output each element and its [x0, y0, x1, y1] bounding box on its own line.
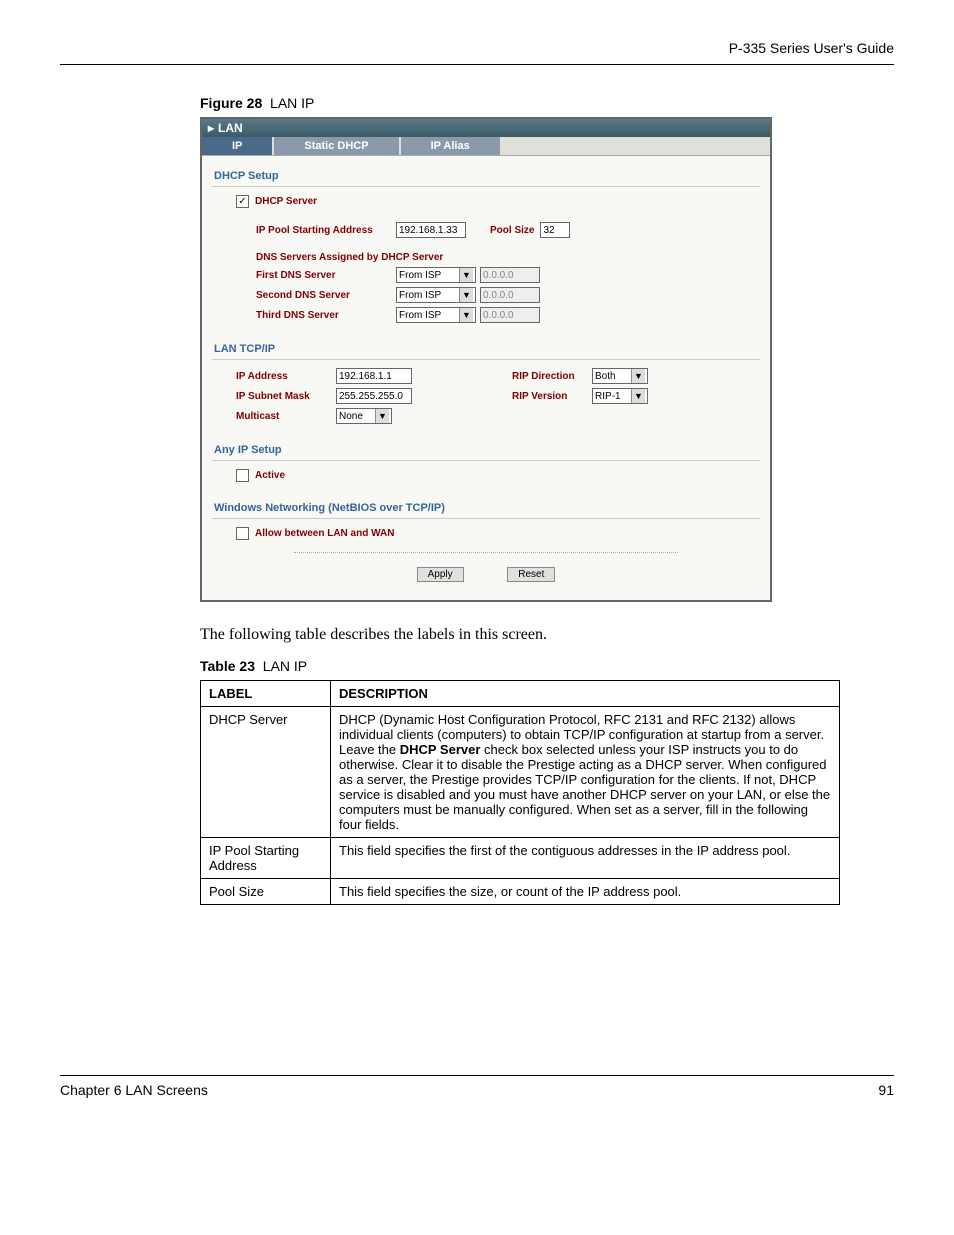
chevron-down-icon: ▼ — [459, 268, 473, 282]
tab-ip[interactable]: IP — [202, 137, 272, 155]
section-any-ip: Any IP Setup — [212, 440, 760, 461]
intro-prose: The following table describes the labels… — [200, 626, 894, 644]
checkbox-allow-lan-wan[interactable] — [236, 527, 249, 540]
apply-button[interactable]: Apply — [417, 567, 464, 582]
chevron-down-icon: ▼ — [375, 409, 389, 423]
tab-static-dhcp[interactable]: Static DHCP — [274, 137, 398, 155]
select-rip-direction[interactable]: Both▼ — [592, 368, 648, 384]
input-second-dns-value — [480, 287, 540, 303]
page-header: P-335 Series User's Guide — [60, 40, 894, 65]
label-pool-size: Pool Size — [490, 225, 534, 236]
checkbox-active[interactable] — [236, 469, 249, 482]
window-icon: ▸ — [208, 121, 214, 135]
buttons-row: Apply Reset — [212, 561, 760, 590]
row-ip-address: IP Address RIP Direction Both▼ — [212, 366, 760, 386]
label-multicast: Multicast — [236, 411, 336, 422]
input-ip-address[interactable] — [336, 368, 412, 384]
screenshot-frame: ▸ LAN IP Static DHCP IP Alias DHCP Setup… — [200, 117, 772, 602]
tabs-row: IP Static DHCP IP Alias — [202, 137, 770, 156]
row-active: Active — [212, 467, 760, 484]
cell-label: DHCP Server — [201, 707, 331, 838]
table-row: IP Pool Starting Address This field spec… — [201, 838, 840, 879]
row-second-dns: Second DNS Server From ISP▼ — [212, 285, 760, 305]
chevron-down-icon: ▼ — [631, 389, 645, 403]
cell-desc: DHCP (Dynamic Host Configuration Protoco… — [331, 707, 840, 838]
section-netbios: Windows Networking (NetBIOS over TCP/IP) — [212, 498, 760, 519]
th-label: LABEL — [201, 681, 331, 707]
description-table: LABEL DESCRIPTION DHCP Server DHCP (Dyna… — [200, 680, 840, 905]
input-pool-size[interactable] — [540, 222, 570, 238]
checkbox-dhcp-server[interactable]: ✓ — [236, 195, 249, 208]
table-title: LAN IP — [263, 658, 307, 674]
select-rip-version[interactable]: RIP-1▼ — [592, 388, 648, 404]
row-first-dns: First DNS Server From ISP▼ — [212, 265, 760, 285]
label-ip-pool: IP Pool Starting Address — [256, 225, 396, 236]
label-first-dns: First DNS Server — [256, 270, 396, 281]
row-multicast: Multicast None▼ — [212, 406, 760, 426]
label-allow-lan-wan: Allow between LAN and WAN — [255, 528, 394, 539]
label-subnet-mask: IP Subnet Mask — [236, 391, 336, 402]
label-ip-address: IP Address — [236, 371, 336, 382]
label-third-dns: Third DNS Server — [256, 310, 396, 321]
tab-ip-alias[interactable]: IP Alias — [401, 137, 500, 155]
label-rip-direction: RIP Direction — [512, 371, 592, 382]
figure-title: LAN IP — [270, 95, 314, 111]
window-title: LAN — [218, 121, 243, 135]
table-row: Pool Size This field specifies the size,… — [201, 879, 840, 905]
select-second-dns-source[interactable]: From ISP▼ — [396, 287, 476, 303]
row-dns-assigned: DNS Servers Assigned by DHCP Server — [212, 250, 760, 265]
table-caption: Table 23 LAN IP — [200, 658, 894, 674]
select-multicast[interactable]: None▼ — [336, 408, 392, 424]
cell-label: Pool Size — [201, 879, 331, 905]
label-dns-assigned: DNS Servers Assigned by DHCP Server — [256, 252, 443, 263]
input-third-dns-value — [480, 307, 540, 323]
footer-chapter: Chapter 6 LAN Screens — [60, 1082, 208, 1098]
chevron-down-icon: ▼ — [631, 369, 645, 383]
section-lan-tcpip: LAN TCP/IP — [212, 339, 760, 360]
cell-desc: This field specifies the size, or count … — [331, 879, 840, 905]
label-active: Active — [255, 470, 285, 481]
table-row: DHCP Server DHCP (Dynamic Host Configura… — [201, 707, 840, 838]
row-ip-pool: IP Pool Starting Address Pool Size — [212, 220, 760, 240]
label-second-dns: Second DNS Server — [256, 290, 396, 301]
panel: DHCP Setup ✓ DHCP Server IP Pool Startin… — [202, 156, 770, 600]
input-subnet-mask[interactable] — [336, 388, 412, 404]
chevron-down-icon: ▼ — [459, 308, 473, 322]
window-title-bar: ▸ LAN — [202, 119, 770, 137]
page-footer: Chapter 6 LAN Screens 91 — [60, 1075, 894, 1098]
select-first-dns-source[interactable]: From ISP▼ — [396, 267, 476, 283]
cell-desc: This field specifies the first of the co… — [331, 838, 840, 879]
row-subnet-mask: IP Subnet Mask RIP Version RIP-1▼ — [212, 386, 760, 406]
row-allow-lan-wan: Allow between LAN and WAN — [212, 525, 760, 542]
label-dhcp-server: DHCP Server — [255, 196, 317, 207]
section-dhcp-setup: DHCP Setup — [212, 166, 760, 187]
reset-button[interactable]: Reset — [507, 567, 555, 582]
guide-title: P-335 Series User's Guide — [729, 40, 894, 56]
th-description: DESCRIPTION — [331, 681, 840, 707]
input-first-dns-value — [480, 267, 540, 283]
footer-page: 91 — [878, 1082, 894, 1098]
table-label: Table 23 — [200, 658, 255, 674]
divider — [294, 552, 678, 553]
row-third-dns: Third DNS Server From ISP▼ — [212, 305, 760, 325]
cell-label: IP Pool Starting Address — [201, 838, 331, 879]
figure-caption: Figure 28 LAN IP — [200, 95, 894, 111]
select-third-dns-source[interactable]: From ISP▼ — [396, 307, 476, 323]
table-header-row: LABEL DESCRIPTION — [201, 681, 840, 707]
figure-label: Figure 28 — [200, 95, 262, 111]
input-ip-pool[interactable] — [396, 222, 466, 238]
label-rip-version: RIP Version — [512, 391, 592, 402]
chevron-down-icon: ▼ — [459, 288, 473, 302]
row-dhcp-server: ✓ DHCP Server — [212, 193, 760, 210]
